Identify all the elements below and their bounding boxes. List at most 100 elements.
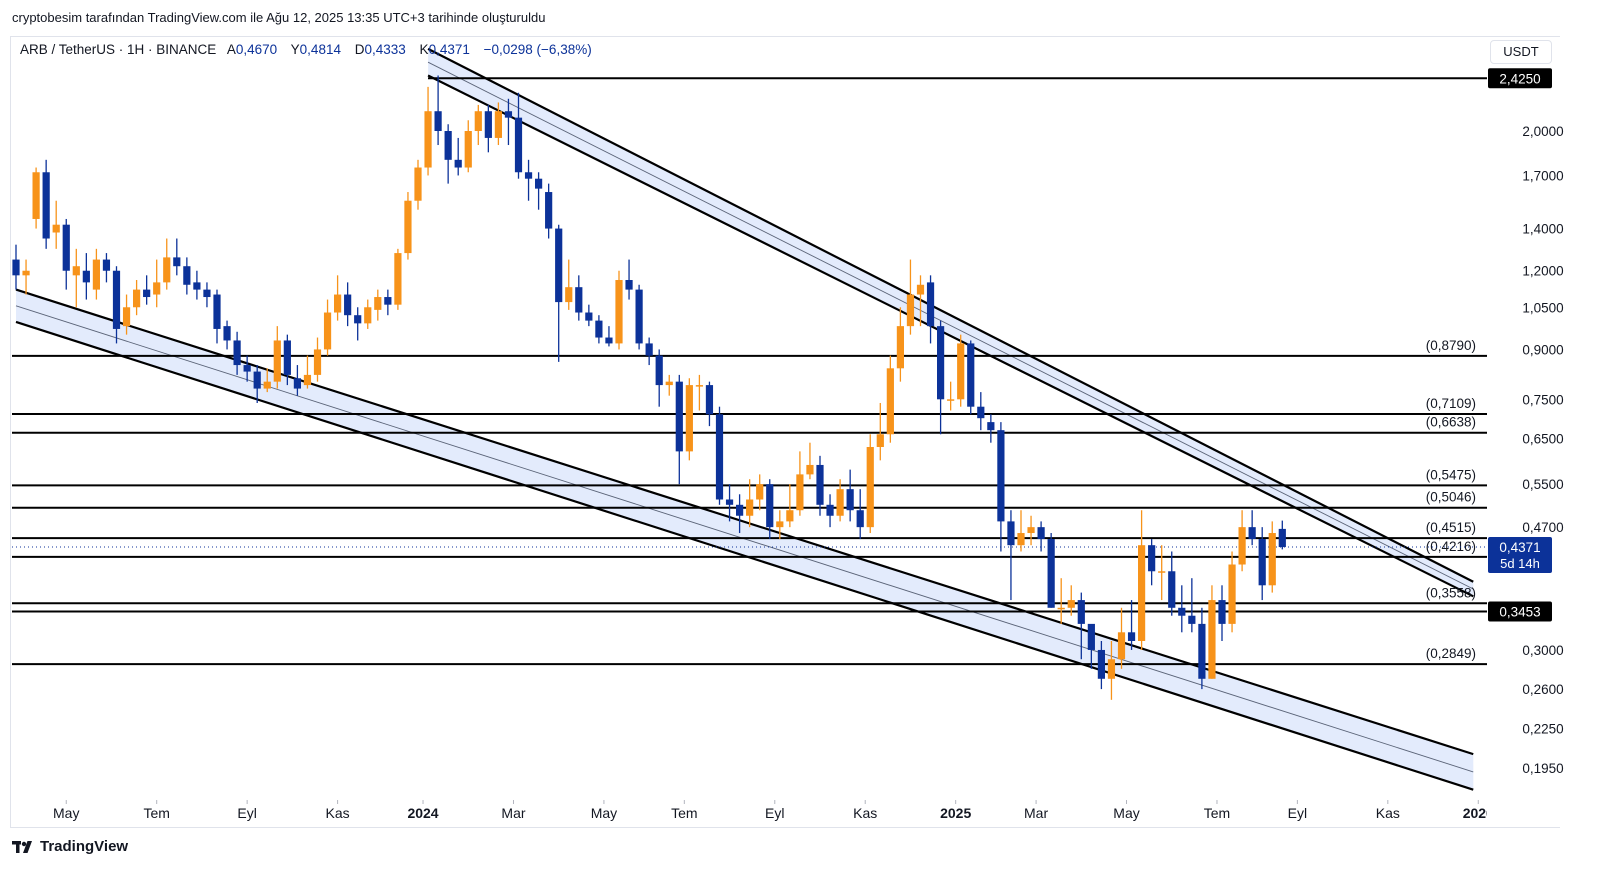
candle-body[interactable] [987, 422, 995, 431]
candle-body[interactable] [22, 270, 30, 276]
candle-body[interactable] [896, 326, 904, 369]
candle-body[interactable] [344, 294, 352, 316]
candle-body[interactable] [1248, 527, 1256, 540]
candle-body[interactable] [213, 294, 221, 329]
candle-body[interactable] [524, 172, 533, 179]
candle-body[interactable] [1198, 623, 1206, 679]
candle-body[interactable] [233, 340, 241, 366]
candle-body[interactable] [1268, 533, 1276, 586]
candle-body[interactable] [1057, 607, 1065, 610]
candle-body[interactable] [112, 270, 121, 329]
candle-body[interactable] [786, 510, 794, 522]
candle-body[interactable] [866, 447, 874, 528]
lower-channel-lower-line[interactable] [15, 320, 1474, 791]
candle-body[interactable] [615, 280, 623, 344]
candle-body[interactable] [1258, 539, 1266, 586]
symbol-info-bar[interactable]: ARB / TetherUS · 1H · BINANCE A0,4670 Y0… [20, 42, 592, 57]
candle-body[interactable] [414, 167, 422, 201]
candle-body[interactable] [173, 257, 181, 267]
symbol-title[interactable]: ARB / TetherUS · 1H · BINANCE [20, 42, 217, 57]
candle-body[interactable] [725, 499, 734, 505]
candle-body[interactable] [997, 430, 1005, 522]
upper-channel-upper-line[interactable] [427, 47, 1474, 583]
candle-body[interactable] [504, 111, 513, 118]
candle-body[interactable] [1158, 571, 1166, 573]
candle-body[interactable] [886, 368, 894, 435]
candle-body[interactable] [62, 224, 70, 271]
candle-body[interactable] [816, 464, 824, 505]
candle-body[interactable] [303, 374, 312, 386]
candle-body[interactable] [665, 381, 673, 386]
candle-body[interactable] [92, 259, 100, 290]
candle-body[interactable] [323, 312, 332, 350]
candle-body[interactable] [776, 521, 784, 528]
candle-body[interactable] [32, 172, 40, 219]
candle-body[interactable] [364, 307, 372, 324]
candle-body[interactable] [243, 365, 251, 372]
candle-body[interactable] [354, 315, 362, 324]
candle-body[interactable] [1218, 600, 1226, 624]
candle-body[interactable] [283, 340, 291, 375]
candle-body[interactable] [72, 266, 80, 276]
candle-body[interactable] [223, 326, 231, 341]
candle-body[interactable] [605, 337, 613, 344]
candle-body[interactable] [736, 504, 744, 516]
upper-channel-lower-line[interactable] [427, 74, 1474, 598]
candle-body[interactable] [685, 385, 693, 452]
candle-body[interactable] [1228, 564, 1236, 624]
candle-body[interactable] [876, 434, 884, 448]
candle-body[interactable] [1148, 545, 1156, 572]
candle-body[interactable] [334, 294, 342, 313]
candle-body[interactable] [695, 385, 703, 387]
candle-body[interactable] [565, 287, 573, 303]
candle-body[interactable] [625, 280, 633, 290]
candle-body[interactable] [575, 287, 583, 313]
candle-body[interactable] [514, 117, 523, 173]
candle-body[interactable] [1097, 649, 1105, 679]
candle-body[interactable] [203, 289, 211, 298]
candle-body[interactable] [494, 111, 502, 138]
candle-body[interactable] [796, 474, 804, 511]
candle-body[interactable] [52, 224, 60, 233]
candle-body[interactable] [906, 294, 915, 327]
candle-body[interactable] [1107, 659, 1116, 679]
candle-body[interactable] [535, 178, 543, 189]
candle-body[interactable] [836, 489, 844, 516]
candle-body[interactable] [122, 307, 131, 327]
candle-body[interactable] [926, 282, 935, 327]
candle-body[interactable] [635, 289, 643, 344]
candle-body[interactable] [384, 297, 392, 305]
candle-body[interactable] [82, 270, 90, 283]
candle-body[interactable] [273, 340, 281, 382]
candle-body[interactable] [42, 172, 50, 239]
candle-body[interactable] [1127, 632, 1136, 641]
candle-body[interactable] [1017, 533, 1025, 546]
candle-body[interactable] [916, 284, 925, 295]
candle-body[interactable] [856, 510, 864, 528]
tradingview-logo[interactable]: TradingView [12, 838, 128, 855]
candle-body[interactable] [404, 200, 412, 254]
candle-body[interactable] [1208, 600, 1216, 679]
candle-body[interactable] [806, 464, 814, 475]
candle-body[interactable] [183, 266, 191, 285]
candle-body[interactable] [1007, 521, 1015, 546]
candle-body[interactable] [1168, 571, 1176, 608]
candle-body[interactable] [645, 343, 653, 356]
candle-body[interactable] [1178, 607, 1186, 616]
candle-body[interactable] [464, 131, 472, 168]
candle-body[interactable] [102, 259, 111, 271]
candle-body[interactable] [846, 489, 854, 511]
candle-body[interactable] [1138, 545, 1146, 641]
candle-body[interactable] [253, 371, 261, 389]
candle-body[interactable] [1278, 528, 1286, 548]
candle-body[interactable] [424, 111, 432, 168]
candle-body[interactable] [12, 259, 20, 276]
candle-body[interactable] [1027, 527, 1035, 534]
candle-body[interactable] [1087, 623, 1095, 650]
candle-body[interactable] [826, 504, 834, 516]
candle-body[interactable] [545, 192, 553, 229]
candle-body[interactable] [143, 289, 151, 298]
candle-body[interactable] [1077, 600, 1085, 624]
candle-body[interactable] [967, 343, 975, 407]
